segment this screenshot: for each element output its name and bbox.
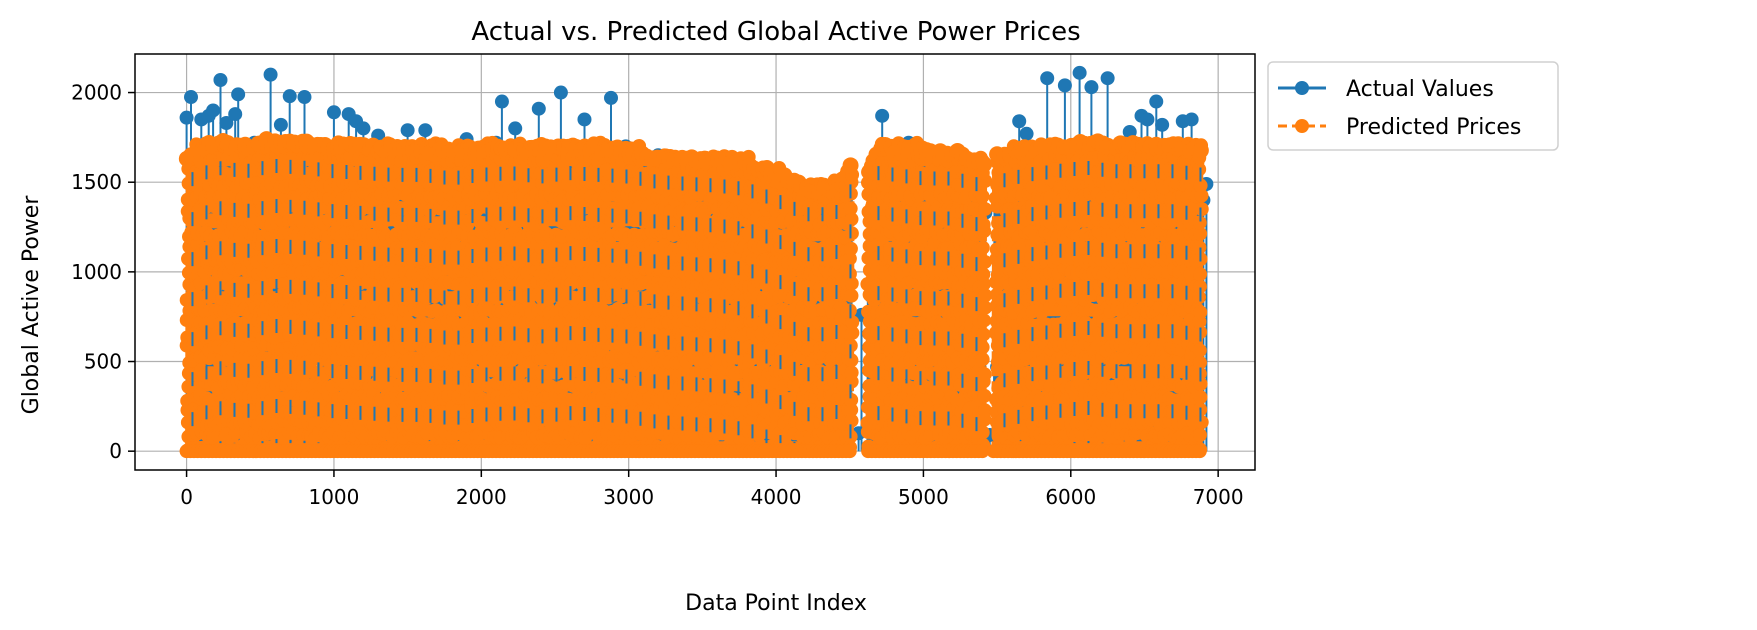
data-layer [178, 65, 1214, 459]
actual-value-point [219, 116, 234, 131]
actual-value-point [1149, 94, 1164, 109]
predicted-price-point [975, 340, 990, 355]
actual-value-point [297, 90, 312, 105]
predicted-price-point [845, 315, 860, 330]
actual-value-point [263, 67, 278, 82]
predicted-price-point [976, 217, 991, 232]
actual-value-point [1057, 78, 1072, 93]
actual-value-point [1100, 71, 1115, 86]
actual-value-point [418, 123, 433, 138]
actual-value-point [356, 121, 371, 136]
actual-value-point [1072, 65, 1087, 80]
predicted-price-point [843, 201, 858, 216]
actual-value-point [1012, 114, 1027, 129]
predicted-price-point [844, 226, 859, 241]
predicted-price-point [978, 202, 993, 217]
actual-value-point [1155, 117, 1170, 132]
actual-value-point [1084, 80, 1099, 95]
actual-value-point [1040, 71, 1055, 86]
actual-value-point [1140, 112, 1155, 127]
actual-value-point [231, 87, 246, 102]
actual-value-point [577, 112, 592, 127]
actual-value-point [179, 110, 194, 125]
actual-value-point [206, 103, 221, 118]
predicted-prices-series [178, 131, 1209, 459]
actual-value-point [531, 101, 546, 116]
actual-value-point [1019, 126, 1034, 141]
predicted-price-point [976, 267, 991, 282]
actual-value-point [228, 107, 243, 122]
predicted-price-point [975, 352, 990, 367]
chart-title: Actual vs. Predicted Global Active Power… [471, 17, 1080, 47]
actual-value-point [875, 108, 890, 123]
actual-value-point [400, 123, 415, 138]
actual-value-point [326, 105, 341, 120]
actual-value-point [184, 90, 198, 105]
actual-value-point [494, 94, 509, 109]
actual-value-point [553, 85, 568, 100]
predicted-price-point [976, 327, 991, 342]
predicted-price-point [842, 157, 859, 174]
actual-value-point [604, 90, 618, 105]
actual-value-point [1184, 112, 1199, 127]
predicted-price-point [977, 367, 992, 382]
actual-value-point [508, 121, 523, 136]
predicted-price-point [844, 288, 859, 303]
predicted-price-point [975, 189, 990, 204]
actual-value-point [273, 117, 288, 132]
predicted-price-point [843, 241, 858, 256]
predicted-price-point [976, 156, 993, 173]
predicted-price-point [975, 425, 990, 440]
predicted-price-point [975, 240, 990, 255]
plot-area: 0 1000 2000 3000 4000 5000 6000 700005001000150… [71, 53, 1256, 509]
actual-value-point [282, 89, 297, 104]
actual-value-point [213, 73, 228, 87]
predicted-price-point [844, 365, 859, 380]
predicted-price-point [977, 313, 992, 328]
